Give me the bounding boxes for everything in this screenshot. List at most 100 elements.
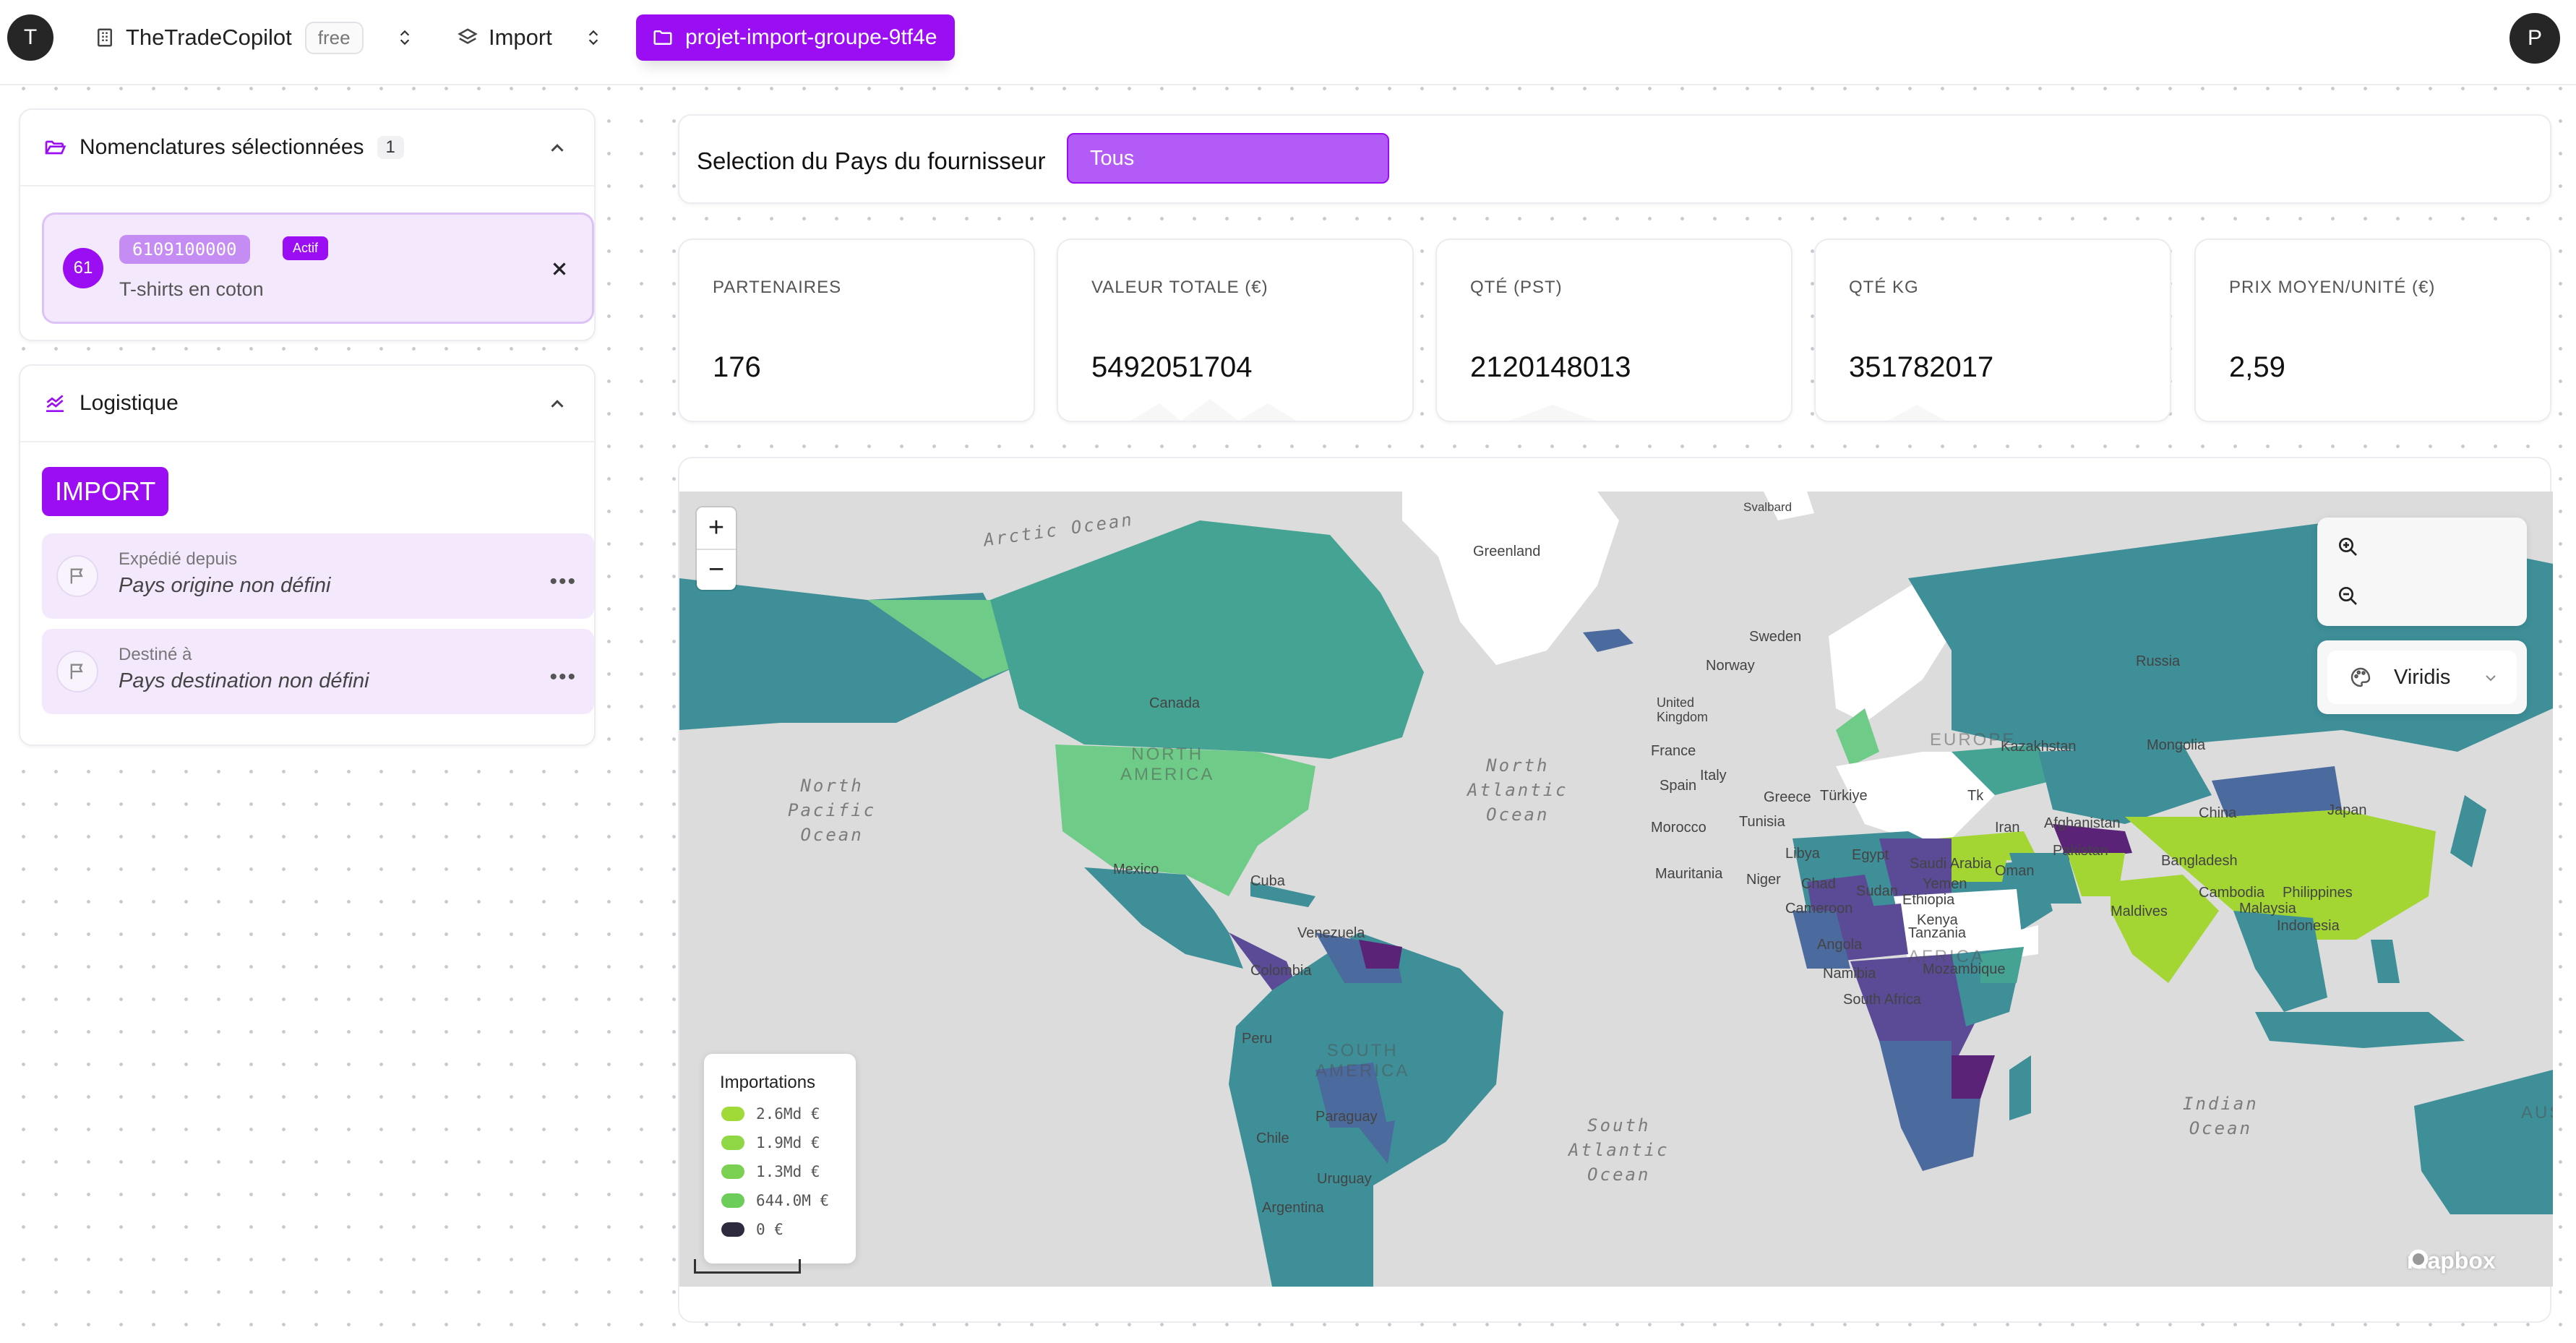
place-label: Angola bbox=[1817, 937, 1863, 953]
place-label: Italy bbox=[1700, 768, 1727, 784]
map-scale-bar bbox=[694, 1259, 801, 1274]
chevron-updown-icon[interactable] bbox=[584, 28, 603, 47]
more-options-icon[interactable]: ••• bbox=[549, 570, 577, 593]
stat-value: 5492051704 bbox=[1091, 351, 1253, 383]
place-label: Chad bbox=[1801, 876, 1836, 892]
chad-sudan-shape bbox=[1894, 889, 2024, 961]
choropleth-map[interactable]: Arctic Ocean North Pacific Ocean North A… bbox=[679, 492, 2553, 1287]
japan-shape bbox=[2450, 795, 2486, 867]
stat-card-partenaires: PARTENAIRES 176 bbox=[678, 239, 1035, 422]
place-label: Yemen bbox=[1923, 876, 1967, 892]
origin-country-selector[interactable]: Expédié depuis Pays origine non défini •… bbox=[42, 533, 594, 619]
continent-label-africa: AFRICA bbox=[1908, 947, 1985, 966]
place-label: Sudan bbox=[1856, 883, 1898, 899]
ocean-label-north-pacific: North Pacific Ocean bbox=[788, 776, 877, 845]
zoom-in-button[interactable]: + bbox=[708, 512, 725, 543]
madagascar-shape bbox=[2009, 1055, 2031, 1120]
ukraine-shape bbox=[1952, 745, 2053, 795]
map-side-controls bbox=[2317, 518, 2527, 626]
place-label: Morocco bbox=[1651, 820, 1706, 836]
place-label: Namibia bbox=[1823, 966, 1876, 982]
palette-select[interactable]: Viridis bbox=[2327, 651, 2517, 704]
stat-label: VALEUR TOTALE (€) bbox=[1091, 278, 1268, 297]
workspace-avatar[interactable]: T bbox=[7, 14, 53, 61]
place-label: Maldives bbox=[2111, 904, 2168, 919]
legend-swatch bbox=[721, 1136, 744, 1150]
place-label: Peru bbox=[1242, 1031, 1273, 1047]
map-zoom-control: + − bbox=[697, 507, 736, 590]
place-label: Tanzania bbox=[1908, 925, 1967, 941]
destination-value: Pays destination non défini bbox=[119, 669, 369, 692]
place-label: South Africa bbox=[1843, 992, 1921, 1008]
nomenclature-label: T-shirts en coton bbox=[119, 278, 264, 300]
close-icon[interactable] bbox=[549, 258, 570, 280]
flag-icon bbox=[70, 568, 83, 584]
place-label: Mexico bbox=[1113, 862, 1159, 878]
greenland-shape bbox=[1402, 492, 1619, 665]
place-label: Svalbard bbox=[1743, 500, 1793, 514]
stat-label: PRIX MOYEN/UNITÉ (€) bbox=[2229, 278, 2436, 297]
egypt-shape bbox=[1952, 838, 2009, 882]
place-label: Mauritania bbox=[1655, 866, 1723, 882]
flag-badge bbox=[56, 555, 98, 597]
origin-title: Expédié depuis bbox=[119, 549, 238, 569]
place-label: Paraguay bbox=[1315, 1109, 1378, 1125]
chevron-up-icon[interactable] bbox=[546, 393, 568, 415]
place-label: Mozambique bbox=[1923, 961, 2006, 977]
central-america-shape bbox=[1229, 932, 1301, 997]
filter-selected-value: Tous bbox=[1090, 146, 1135, 170]
plan-badge: free bbox=[304, 21, 364, 54]
stat-card-prix-moyen: PRIX MOYEN/UNITÉ (€) 2,59 bbox=[2194, 239, 2551, 422]
zoom-in-icon[interactable] bbox=[2336, 535, 2359, 558]
place-label: Niger bbox=[1746, 872, 1781, 888]
place-label: Spain bbox=[1660, 778, 1697, 794]
hs-code-badge: 6109100000 bbox=[119, 235, 250, 264]
legend-label: 2.6Md € bbox=[756, 1105, 820, 1123]
chevron-up-icon[interactable] bbox=[546, 137, 568, 159]
nomenclatures-header[interactable]: Nomenclatures sélectionnées 1 bbox=[20, 110, 594, 186]
sparkline-decoration bbox=[1509, 405, 1596, 421]
destination-title: Destiné à bbox=[119, 645, 192, 664]
ocean-label-north-atlantic: North Atlantic Ocean bbox=[1467, 755, 1568, 825]
sparkline-decoration bbox=[1888, 405, 1946, 421]
supplier-country-select[interactable]: Tous bbox=[1067, 133, 1389, 184]
ethiopia-shape bbox=[1980, 947, 2024, 983]
place-label: Türkiye bbox=[1820, 788, 1868, 804]
stat-card-valeur-totale: VALEUR TOTALE (€) 5492051704 bbox=[1057, 239, 1414, 422]
user-avatar[interactable]: P bbox=[2510, 13, 2560, 64]
svalbard-shape bbox=[1764, 492, 1814, 520]
legend-title: Importations bbox=[720, 1073, 816, 1092]
zoom-out-icon[interactable] bbox=[2336, 584, 2359, 607]
place-label: Sweden bbox=[1749, 629, 1802, 645]
europe-shape bbox=[1836, 752, 1995, 838]
legend-item: 1.3Md € bbox=[721, 1161, 820, 1183]
destination-country-selector[interactable]: Destiné à Pays destination non défini ••… bbox=[42, 629, 594, 714]
place-label: Bangladesh bbox=[2161, 853, 2238, 869]
module-switcher[interactable]: Import bbox=[457, 20, 613, 55]
palette-label: Viridis bbox=[2394, 665, 2451, 689]
import-mode-button[interactable]: IMPORT bbox=[42, 467, 169, 516]
mapbox-attribution[interactable]: mapbox bbox=[2407, 1248, 2496, 1274]
logistique-header[interactable]: Logistique bbox=[20, 366, 594, 442]
place-label: Cuba bbox=[1250, 873, 1285, 889]
zoom-out-button[interactable]: − bbox=[697, 549, 736, 590]
continent-label-north-america: NORTH AMERICA bbox=[1120, 745, 1215, 784]
legend-item: 2.6Md € bbox=[721, 1103, 820, 1125]
chevron-updown-icon[interactable] bbox=[395, 28, 414, 47]
folder-open-icon bbox=[45, 140, 66, 155]
legend-item: 1.9Md € bbox=[721, 1132, 820, 1154]
more-options-icon[interactable]: ••• bbox=[549, 665, 577, 689]
legend-label: 644.0M € bbox=[756, 1192, 830, 1209]
place-label: Ethiopia bbox=[1902, 892, 1955, 908]
paraguay-shape bbox=[1359, 1120, 1395, 1164]
place-label: Tk bbox=[1967, 788, 1984, 804]
org-switcher[interactable]: TheTradeCopilot free bbox=[94, 20, 424, 55]
stat-card-qte-kg: QTÉ KG 351782017 bbox=[1814, 239, 2171, 422]
cuba-shape bbox=[1250, 882, 1315, 907]
project-button[interactable]: projet-import-groupe-9tf4e bbox=[636, 14, 955, 61]
chevron-down-icon bbox=[2486, 675, 2496, 682]
place-label: Libya bbox=[1785, 846, 1820, 862]
place-label: Egypt bbox=[1852, 847, 1889, 863]
map-legend: Importations 2.6Md € 1.9Md € 1.3Md € 644… bbox=[704, 1054, 856, 1263]
nomenclature-item[interactable]: 61 6109100000 Actif T-shirts en coton bbox=[42, 213, 594, 324]
